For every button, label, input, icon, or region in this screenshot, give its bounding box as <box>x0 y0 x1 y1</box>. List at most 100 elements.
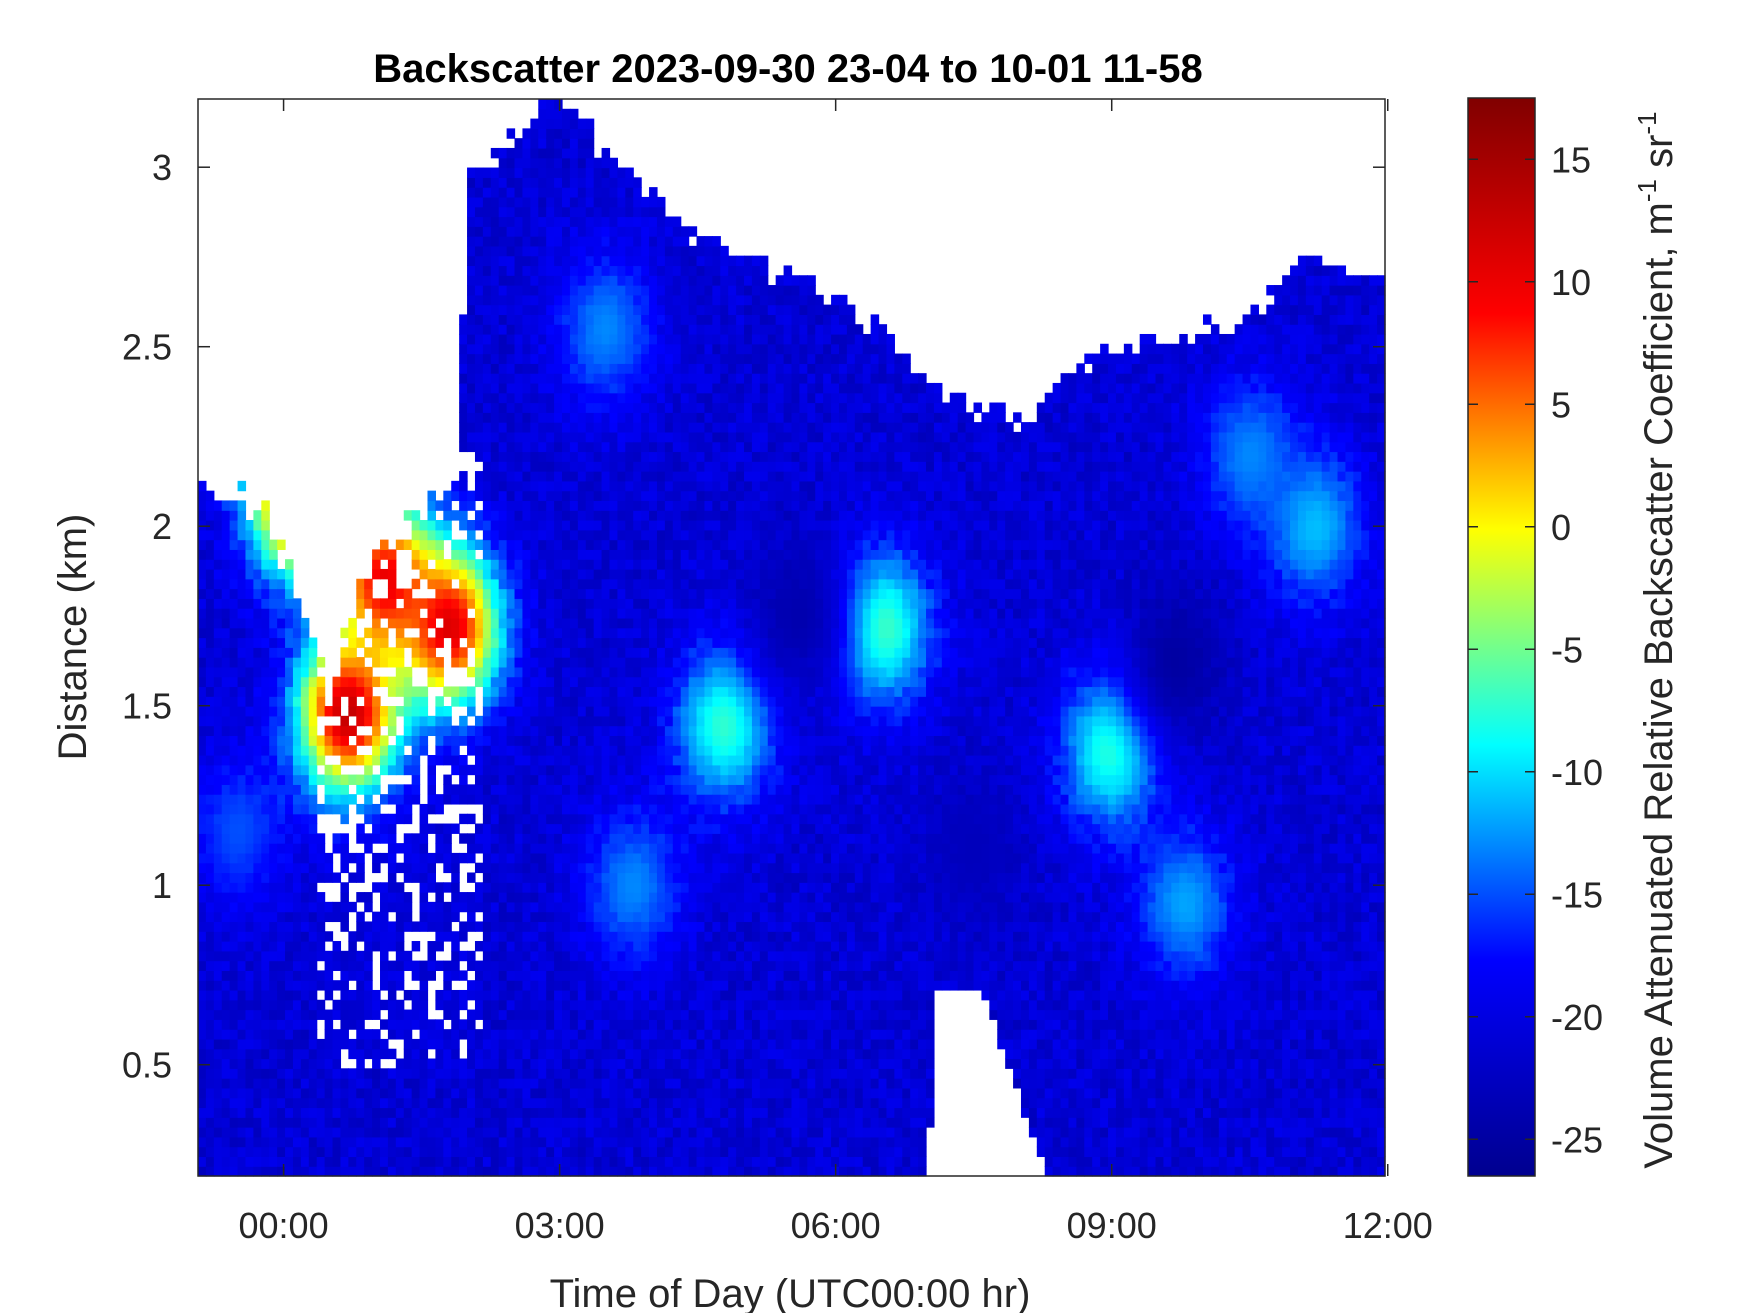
heatmap-cell <box>688 803 698 815</box>
heatmap-cell <box>664 441 674 453</box>
heatmap-cell <box>498 803 508 815</box>
heatmap-cell <box>664 363 674 374</box>
heatmap-cell <box>213 901 223 913</box>
heatmap-cell <box>506 999 516 1011</box>
heatmap-cell <box>672 373 682 384</box>
heatmap-cell <box>625 1127 634 1138</box>
heatmap-cell <box>569 794 579 805</box>
heatmap-cell <box>522 676 531 688</box>
heatmap-cell <box>696 333 706 345</box>
heatmap-cell <box>459 608 468 619</box>
heatmap-cell <box>340 754 349 766</box>
heatmap-cell <box>198 872 207 883</box>
heatmap-cell <box>656 882 666 893</box>
heatmap-cell <box>609 862 618 874</box>
heatmap-cell <box>229 529 239 541</box>
heatmap-cell <box>277 1029 286 1040</box>
heatmap-cell <box>419 627 429 639</box>
heatmap-cell <box>680 892 690 903</box>
heatmap-cell <box>198 500 207 511</box>
heatmap-cell <box>538 510 547 521</box>
heatmap-cell <box>443 970 452 981</box>
heatmap-cell <box>609 696 618 707</box>
heatmap-cell <box>245 794 254 805</box>
heatmap-cell <box>474 1009 484 1020</box>
heatmap-cell <box>688 813 698 825</box>
heatmap-cell <box>403 588 413 599</box>
heatmap-cell <box>205 598 215 609</box>
heatmap-cell <box>546 921 555 932</box>
heatmap-cell <box>617 882 626 893</box>
heatmap-cell <box>411 745 421 756</box>
heatmap-cell <box>372 745 381 756</box>
heatmap-cell <box>332 1058 342 1069</box>
heatmap-cell <box>569 128 579 139</box>
heatmap-cell <box>601 843 611 854</box>
heatmap-cell <box>554 754 563 766</box>
heatmap-cell <box>506 1146 516 1158</box>
heatmap-cell <box>672 1156 682 1167</box>
heatmap-cell <box>562 471 571 482</box>
heatmap-cell <box>506 970 516 981</box>
heatmap-cell <box>372 725 381 737</box>
heatmap-cell <box>372 1136 381 1148</box>
heatmap-cell <box>443 784 452 795</box>
heatmap-cell <box>546 1048 555 1060</box>
heatmap-cell <box>554 353 563 364</box>
heatmap-cell <box>641 402 650 413</box>
heatmap-cell <box>585 285 595 296</box>
heatmap-cell <box>308 950 318 962</box>
heatmap-cell <box>237 774 247 785</box>
heatmap-cell <box>237 872 247 883</box>
heatmap-cell <box>609 970 618 981</box>
heatmap-cell <box>514 1009 524 1020</box>
heatmap-cell <box>617 255 626 267</box>
heatmap-cell <box>569 265 579 276</box>
heatmap-cell <box>649 539 658 550</box>
heatmap-cell <box>229 676 239 688</box>
heatmap-cell <box>554 255 563 267</box>
heatmap-cell <box>380 941 389 952</box>
heatmap-cell <box>593 1146 603 1158</box>
heatmap-cell <box>617 950 626 962</box>
heatmap-cell <box>237 637 247 648</box>
heatmap-cell <box>285 862 294 874</box>
heatmap-cell <box>498 275 508 286</box>
heatmap-cell <box>245 960 254 971</box>
heatmap-cell <box>459 588 468 599</box>
heatmap-cell <box>482 196 492 208</box>
heatmap-cell <box>324 1058 334 1069</box>
heatmap-cell <box>617 1009 626 1020</box>
heatmap-cell <box>585 823 595 834</box>
heatmap-cell <box>577 980 587 991</box>
heatmap-cell <box>664 1048 674 1060</box>
heatmap-cell <box>411 1166 421 1177</box>
heatmap-cell <box>546 862 555 874</box>
heatmap-cell <box>696 794 706 805</box>
heatmap-cell <box>664 823 674 834</box>
heatmap-cell <box>364 999 373 1011</box>
heatmap-cell <box>332 1156 342 1167</box>
heatmap-cell <box>593 559 603 570</box>
heatmap-cell <box>340 1127 349 1138</box>
heatmap-cell <box>467 500 476 511</box>
heatmap-cell <box>459 813 468 825</box>
heatmap-cell <box>577 196 587 208</box>
heatmap-cell <box>292 1078 302 1089</box>
heatmap-cell <box>649 1166 658 1177</box>
heatmap-cell <box>498 568 508 580</box>
heatmap-cell <box>277 754 286 766</box>
heatmap-cell <box>451 764 460 776</box>
heatmap-cell <box>474 285 484 296</box>
heatmap-cell <box>443 1156 452 1167</box>
heatmap-cell <box>625 520 634 531</box>
heatmap-cell <box>411 1078 421 1089</box>
heatmap-cell <box>601 275 611 286</box>
heatmap-cell <box>562 196 571 208</box>
heatmap-cell <box>340 1029 349 1040</box>
heatmap-cell <box>474 392 484 404</box>
heatmap-cell <box>649 970 658 981</box>
heatmap-cell <box>380 608 389 619</box>
heatmap-cell <box>641 1087 650 1099</box>
heatmap-cell <box>482 353 492 364</box>
